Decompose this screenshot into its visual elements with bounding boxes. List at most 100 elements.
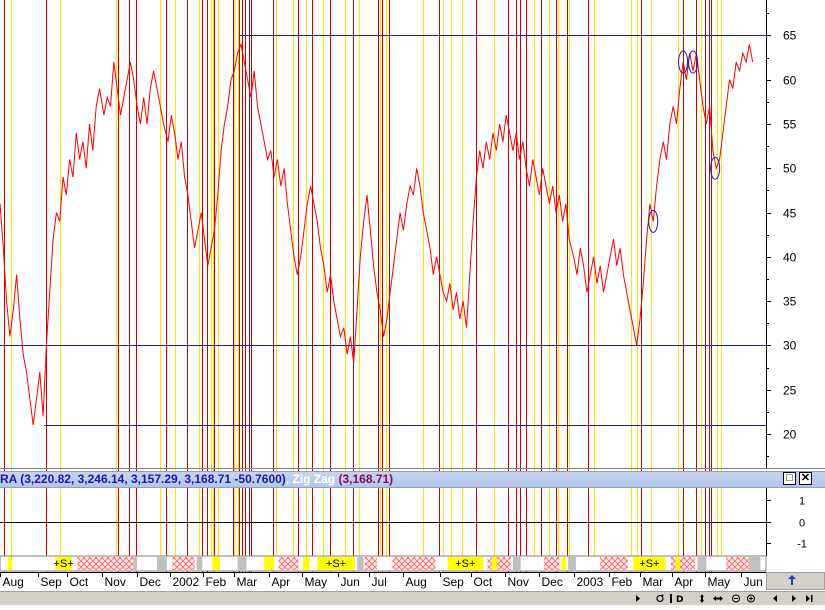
indicator-panel: 1 0 -1: [0, 488, 807, 556]
up-arrow-icon: [788, 575, 796, 585]
strip-gray-block: [156, 557, 167, 570]
x-tick-label: Aug: [3, 575, 24, 589]
x-tick-label: Sep: [41, 575, 63, 589]
x-tick-label: Apr: [675, 575, 694, 589]
strip-yellow-block: [302, 557, 310, 570]
zoom-out-icon: [732, 594, 740, 603]
d-icon: D: [676, 595, 683, 605]
strip-hatch-block: [392, 557, 436, 570]
strip-signal-label: +S+: [639, 558, 659, 570]
strip-signal-label: +S+: [53, 558, 73, 570]
strip-signal-block: [55, 557, 72, 570]
move-icon: [700, 594, 704, 603]
strip-gray-block: [697, 557, 707, 570]
strip-yellow-block: [7, 557, 13, 570]
strip-signal-block: [317, 557, 355, 570]
y-tick-label: 60: [783, 74, 797, 88]
x-tick-label: Feb: [206, 575, 227, 589]
strip-gray-block: [196, 557, 203, 570]
y-tick-label: 65: [783, 29, 797, 43]
strip-hatch-block: [487, 557, 511, 570]
strip-yellow-block: [561, 557, 566, 570]
move-h-icon: [713, 596, 723, 601]
panel-arrow-icon: [636, 595, 640, 602]
x-tick-label: 2003: [577, 575, 604, 589]
x-tick-label: Dec: [542, 575, 563, 589]
x-tick-label: Mar: [237, 575, 258, 589]
y-tick-label: 55: [783, 118, 797, 132]
y-tick-label: 40: [783, 251, 797, 265]
x-tick-label: Mar: [643, 575, 664, 589]
strip-hatch-block: [726, 557, 750, 570]
strip-signal-label: +S+: [455, 558, 475, 570]
y-tick-label: 35: [783, 295, 797, 309]
indicator-tick-label: 1: [799, 496, 805, 508]
zigzag-value: (3,168.71): [338, 472, 394, 486]
signal-strip: +S+ +S+ +S+ +S+: [0, 555, 767, 572]
strip-gray-block: [568, 557, 576, 570]
marked-point-circle: [710, 156, 721, 180]
strip-hatch-block: [77, 557, 134, 570]
indicator-tick-label: 0: [799, 518, 805, 530]
x-tick-label: Apr: [272, 575, 291, 589]
indicator-name: RA: [0, 472, 17, 486]
strip-hatch-block: [172, 557, 195, 570]
strip-hatch-block: [670, 557, 696, 570]
y-tick-label: 25: [783, 384, 797, 398]
x-tick-label: Jul: [372, 575, 387, 589]
indicator-tick-label: -1: [797, 539, 807, 551]
x-tick-label: Dec: [140, 575, 161, 589]
ruler-icon: [670, 594, 672, 603]
strip-yellow-block: [675, 557, 680, 570]
x-tick-label: 2002: [173, 575, 200, 589]
x-tick-label: Nov: [508, 575, 529, 589]
y-tick-label: 45: [783, 207, 797, 221]
y-tick-label: 30: [783, 339, 797, 353]
marked-point-circle: [648, 209, 659, 233]
status-bar: D: [0, 591, 825, 605]
strip-gray-block: [133, 557, 138, 570]
strip-hatch-block: [278, 557, 299, 570]
strip-signal-block: [447, 557, 484, 570]
statusbar-icons: D: [636, 594, 813, 605]
strip-hatch-block: [543, 557, 560, 570]
x-tick-label: Nov: [105, 575, 126, 589]
x-tick-label: Jun: [341, 575, 360, 589]
x-tick-label: Aug: [406, 575, 427, 589]
x-tick-label: May: [708, 575, 731, 589]
x-tick-label: Sep: [443, 575, 465, 589]
scroll-right-icon: [792, 595, 796, 602]
x-tick-label: Feb: [612, 575, 633, 589]
strip-yellow-block: [491, 557, 498, 570]
x-tick-label: Oct: [474, 575, 493, 589]
strip-gray-block: [357, 557, 364, 570]
strip-gray-block: [237, 557, 247, 570]
svg-text:D: D: [676, 595, 683, 605]
x-tick-label: May: [305, 575, 328, 589]
strip-gray-block: [749, 557, 761, 570]
scroll-to-latest-button[interactable]: [766, 572, 825, 590]
x-tick-label: Jun: [744, 575, 763, 589]
indicator-title-bar[interactable]: RA (3,220.82, 3,246.14, 3,157.29, 3,168.…: [0, 471, 825, 488]
x-axis: Aug Sep Oct Nov Dec 2002 Feb Mar Apr May Jun Jul Aug…: [0, 572, 766, 591]
indicator-values: (3,220.82, 3,246.14, 3,157.29, 3,168.71 …: [20, 472, 286, 486]
strip-hatch-block: [600, 557, 628, 570]
y-tick-label: 50: [783, 162, 797, 176]
strip-signal-block: [633, 557, 666, 570]
strip-yellow-block: [212, 557, 220, 570]
strip-gray-block: [512, 557, 521, 570]
x-tick-label: Oct: [70, 575, 89, 589]
close-button[interactable]: ✕: [799, 472, 812, 485]
strip-signal-label: +S+: [326, 558, 346, 570]
minimize-button[interactable]: □: [783, 472, 796, 485]
marked-point-circle: [678, 50, 689, 74]
price-series-line: [0, 42, 754, 426]
marked-point-circle: [688, 50, 699, 74]
y-tick-label: 20: [783, 428, 797, 442]
scroll-left-icon: [773, 595, 777, 602]
zigzag-label: Zig Zag: [292, 472, 336, 486]
refresh-icon: [656, 594, 664, 603]
zoom-in-icon: [747, 594, 755, 603]
strip-yellow-block: [264, 557, 275, 570]
